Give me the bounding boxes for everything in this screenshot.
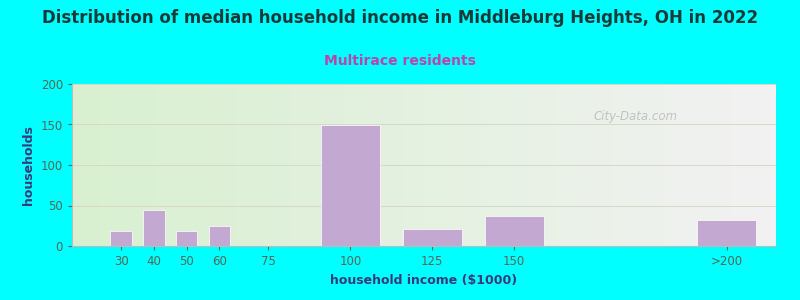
Y-axis label: households: households — [22, 125, 35, 205]
Text: Distribution of median household income in Middleburg Heights, OH in 2022: Distribution of median household income … — [42, 9, 758, 27]
Bar — [402, 229, 462, 246]
Text: Multirace residents: Multirace residents — [324, 54, 476, 68]
Bar — [209, 226, 230, 246]
Bar — [485, 216, 543, 246]
Bar — [321, 125, 380, 246]
Bar — [698, 220, 757, 246]
Text: City-Data.com: City-Data.com — [593, 110, 678, 123]
Bar — [143, 209, 165, 246]
Bar — [176, 231, 198, 246]
X-axis label: household income ($1000): household income ($1000) — [330, 274, 518, 286]
Bar — [110, 231, 132, 246]
